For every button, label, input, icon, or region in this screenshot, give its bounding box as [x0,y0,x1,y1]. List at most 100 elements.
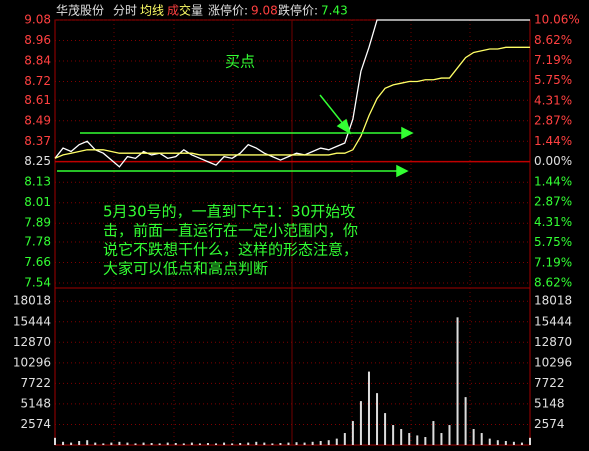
volume-bar [215,443,218,445]
volume-bar [456,317,459,445]
y-tick-label: 12870 [13,335,51,349]
y-tick-label: 5148 [20,396,51,410]
volume-bar [118,441,121,445]
volume-bar [496,440,499,445]
y-tick-label: 8.72 [24,74,51,88]
note-line: 说它不跌想干什么，这样的形态注意， [103,241,358,259]
volume-bar [255,441,258,445]
volume-bar [247,442,250,445]
volume-bar [54,437,56,445]
volume-bar [166,442,169,445]
volume-bar [311,441,314,445]
mode: 分时 [113,4,137,18]
y2-tick-label: 8.62% [534,276,572,290]
y2-tick-label: 1.44% [534,134,572,148]
volume-bar [335,438,338,445]
volume-bar [62,441,65,445]
y2-tick-label: 15444 [534,314,572,328]
volume-bar [432,421,435,445]
arrows [57,94,414,178]
y2-tick-label: 2.87% [534,114,572,128]
volume-bar [400,429,403,445]
y-tick-label: 7.89 [24,216,51,230]
y2-tick-label: 7.19% [534,53,572,67]
y2-tick-label: 0.00% [534,154,572,168]
y-tick-label: 8.01 [24,195,51,209]
volume-bar [472,429,475,445]
volume-bar [480,433,483,445]
volume-bar [94,442,97,445]
arrow-line [319,94,345,126]
limit-down: 7.43 [321,4,348,18]
volume-bar [343,433,346,445]
volume-bar [86,440,89,445]
limit-up-label: 涨停价: [208,3,248,18]
volume-bar [520,442,523,445]
volume-bar [279,443,282,445]
volume-char: 量 [191,4,203,18]
y2-tick-label: 18018 [534,294,572,308]
y2-tick-label: 5.75% [534,235,572,249]
volume-bar [150,443,153,445]
volume-bar [158,443,161,445]
y2-tick-label: 2.87% [534,195,572,209]
y-tick-label: 8.25 [24,154,51,168]
volume-bar [327,440,330,445]
y2-tick-label: 12870 [534,335,572,349]
y-tick-label: 18018 [13,294,51,308]
y-tick-label: 7.78 [24,235,51,249]
vertical-grid [113,20,471,445]
volume-bar [206,443,209,445]
note-line: 5月30号的，一直到下午1：30开始攻 [103,203,355,221]
volume-bar [359,401,362,445]
note-line: 大家可以低点和高点判断 [103,260,268,278]
volume-bar [529,437,531,445]
limit-down-label: 跌停价: [278,3,318,18]
y-tick-label: 2574 [20,417,51,431]
volume-bar [303,442,306,445]
volume-bar [416,435,419,445]
volume-char: 成 [167,4,179,18]
y2-tick-label: 7722 [534,376,565,390]
volume-bar [182,443,185,445]
y2-tick-label: 5148 [534,396,565,410]
volume-bar [351,421,354,445]
volume-bar [440,433,443,445]
note-line: 击，前面一直运行在一定小范围内，你 [103,222,358,240]
volume-bar [102,443,105,445]
volume-bar [198,443,201,445]
volume-bar [231,443,234,445]
volume-bar [134,443,137,445]
y2-tick-label: 4.31% [534,93,572,107]
volume-bar [424,437,427,445]
y2-tick-label: 8.62% [534,33,572,47]
arrow-head [401,126,414,140]
volume-bar [504,441,507,445]
volume-bar [464,397,467,445]
volume-bar [263,442,266,445]
y-tick-label: 15444 [13,314,51,328]
volume-bar [126,442,129,445]
volume-bar [512,441,515,445]
buy-label: 买点 [225,53,255,71]
y2-tick-label: 4.31% [534,215,572,229]
y2-tick-label: 7.19% [534,255,572,269]
avg-label: 均线 [140,4,164,18]
volume-char: 交 [179,3,191,18]
y-tick-label: 8.61 [24,93,51,107]
volume-bar [78,441,81,445]
volume-bar [142,442,145,445]
volume-bar [448,425,451,445]
volume-bar [190,442,193,445]
volume-bar [271,443,274,445]
volume-bar [70,442,73,445]
arrow-head [396,164,409,178]
y-tick-label: 8.49 [24,113,51,127]
y2-tick-label: 5.75% [534,73,572,87]
arrow-head [336,118,352,135]
y-tick-label: 8.84 [24,53,51,67]
volume-bar [384,413,387,445]
y2-tick-label: 10296 [534,355,572,369]
